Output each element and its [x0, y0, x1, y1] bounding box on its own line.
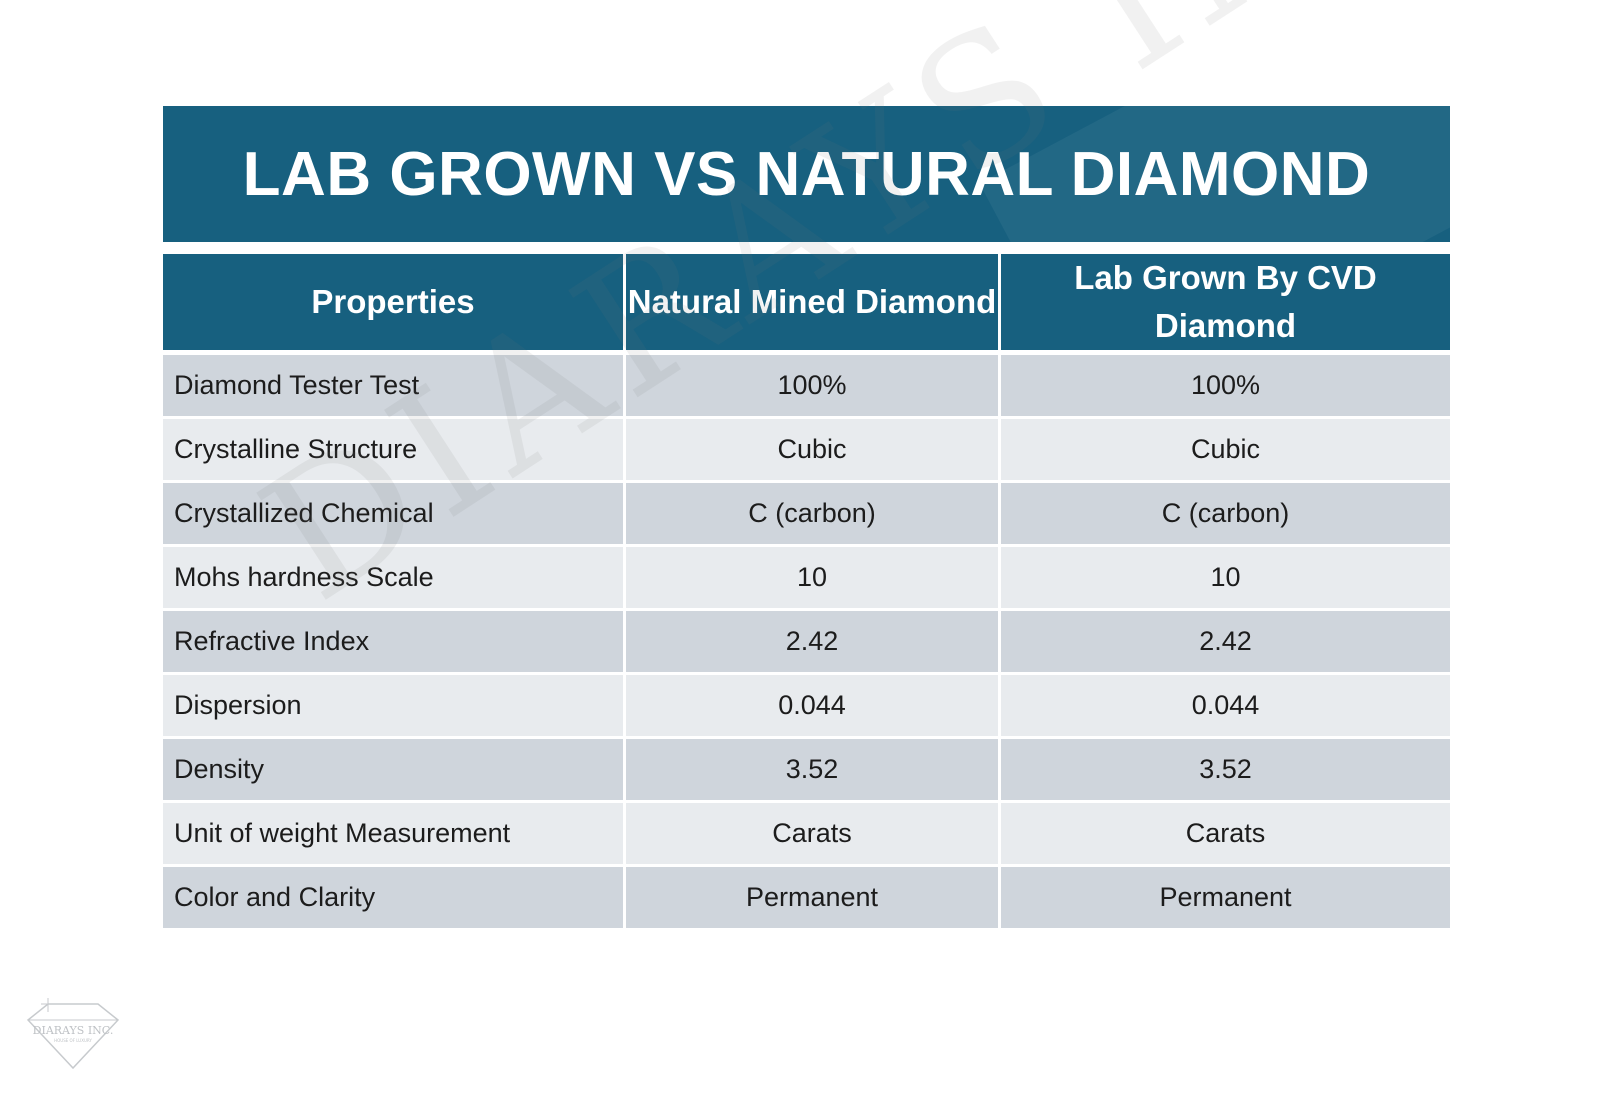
- property-cell: Density: [163, 739, 626, 803]
- property-cell: Crystalline Structure: [163, 419, 626, 483]
- natural-value-cell: 2.42: [626, 611, 1001, 675]
- lab-value-cell: 0.044: [1001, 675, 1450, 739]
- logo-text: DIARAYS INC.: [33, 1024, 114, 1037]
- natural-value-cell: Cubic: [626, 419, 1001, 483]
- table-header-row: Properties Natural Mined Diamond Lab Gro…: [163, 254, 1450, 355]
- property-cell: Crystallized Chemical: [163, 483, 626, 547]
- natural-value-cell: Carats: [626, 803, 1001, 867]
- header-properties: Properties: [163, 254, 626, 355]
- table-row: Diamond Tester Test 100% 100%: [163, 355, 1450, 419]
- title-banner: LAB GROWN VS NATURAL DIAMOND: [163, 106, 1450, 242]
- natural-value-cell: 0.044: [626, 675, 1001, 739]
- natural-value-cell: 10: [626, 547, 1001, 611]
- logo-tagline: HOUSE OF LUXURY: [54, 1038, 92, 1043]
- property-cell: Mohs hardness Scale: [163, 547, 626, 611]
- table-row: Dispersion 0.044 0.044: [163, 675, 1450, 739]
- property-cell: Refractive Index: [163, 611, 626, 675]
- natural-value-cell: 3.52: [626, 739, 1001, 803]
- lab-value-cell: 10: [1001, 547, 1450, 611]
- property-cell: Dispersion: [163, 675, 626, 739]
- header-lab-grown-cvd-diamond: Lab Grown By CVD Diamond: [1001, 254, 1450, 355]
- table-row: Crystallized Chemical C (carbon) C (carb…: [163, 483, 1450, 547]
- table-row: Unit of weight Measurement Carats Carats: [163, 803, 1450, 867]
- natural-value-cell: C (carbon): [626, 483, 1001, 547]
- natural-value-cell: 100%: [626, 355, 1001, 419]
- lab-value-cell: Cubic: [1001, 419, 1450, 483]
- lab-value-cell: Carats: [1001, 803, 1450, 867]
- property-cell: Diamond Tester Test: [163, 355, 626, 419]
- property-cell: Color and Clarity: [163, 867, 626, 928]
- lab-value-cell: 3.52: [1001, 739, 1450, 803]
- diamond-logo-icon: DIARAYS INC. HOUSE OF LUXURY: [26, 998, 120, 1070]
- header-natural-mined-diamond: Natural Mined Diamond: [626, 254, 1001, 355]
- natural-value-cell: Permanent: [626, 867, 1001, 928]
- property-cell: Unit of weight Measurement: [163, 803, 626, 867]
- comparison-table-container: Properties Natural Mined Diamond Lab Gro…: [163, 254, 1450, 928]
- page-title: LAB GROWN VS NATURAL DIAMOND: [242, 139, 1371, 209]
- table-row: Refractive Index 2.42 2.42: [163, 611, 1450, 675]
- comparison-table: Properties Natural Mined Diamond Lab Gro…: [163, 254, 1450, 928]
- table-row: Crystalline Structure Cubic Cubic: [163, 419, 1450, 483]
- lab-value-cell: 2.42: [1001, 611, 1450, 675]
- table-row: Mohs hardness Scale 10 10: [163, 547, 1450, 611]
- table-row: Density 3.52 3.52: [163, 739, 1450, 803]
- lab-value-cell: C (carbon): [1001, 483, 1450, 547]
- lab-value-cell: Permanent: [1001, 867, 1450, 928]
- table-row: Color and Clarity Permanent Permanent: [163, 867, 1450, 928]
- lab-value-cell: 100%: [1001, 355, 1450, 419]
